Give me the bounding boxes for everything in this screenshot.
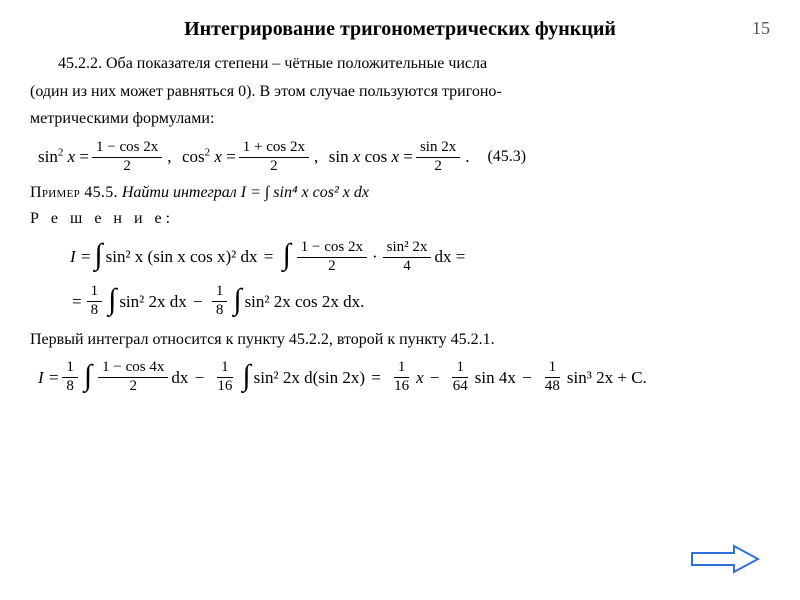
next-arrow-button[interactable] xyxy=(690,544,760,574)
frac-1-cos4x: 1 − cos 4x 2 xyxy=(98,360,168,395)
comma-2: , xyxy=(314,147,327,167)
integrand-1: sin² x (sin x cos x)² dx xyxy=(106,247,258,267)
frac-sin2-4: sin² 2x 4 xyxy=(383,240,432,275)
solution-line-1: I = ∫ sin² x (sin x cos x)² dx = ∫ 1 − c… xyxy=(70,240,770,275)
section-paragraph: 45.2.2. Оба показателя степени – чётные … xyxy=(30,53,770,75)
res-x: x xyxy=(416,368,424,388)
I-equals: I = xyxy=(70,247,91,267)
section-text-1: Оба показателя степени – чётные положите… xyxy=(106,55,487,72)
coef-1-8-b: 1 8 xyxy=(212,284,228,319)
example-line: Пример 45.5. Найти интеграл I = ∫ sin⁴ x… xyxy=(30,184,770,202)
sin2-lhs: sin2 x = xyxy=(38,147,89,167)
res-sin3-2x: sin³ 2x + C. xyxy=(567,368,647,388)
int-2: sin² 2x cos 2x dx. xyxy=(245,292,365,312)
comma-1: , xyxy=(167,147,180,167)
int-final-2: sin² 2x d(sin 2x) xyxy=(254,368,365,388)
coef-1-8-c: 1 8 xyxy=(62,360,78,395)
final-line: I = 1 8 ∫ 1 − cos 4x 2 dx − 1 16 ∫ sin² … xyxy=(38,360,770,395)
sin2-frac: 1 − cos 2x 2 xyxy=(92,140,162,175)
period: . xyxy=(465,147,469,167)
int-1: sin² 2x dx xyxy=(119,292,186,312)
dx: dx xyxy=(171,368,188,388)
res-1-48: 1 48 xyxy=(541,360,564,395)
section-text-2: (один из них может равняться 0). В этом … xyxy=(30,81,770,103)
cos2-lhs: cos2 x = xyxy=(182,147,236,167)
example-task: Найти интеграл I = ∫ sin⁴ x cos² x dx xyxy=(122,184,369,201)
res-1-64: 1 64 xyxy=(449,360,472,395)
header: Интегрирование тригонометрических функци… xyxy=(30,18,770,41)
dx-equals: dx = xyxy=(434,247,465,267)
formula-eqno: (45.3) xyxy=(487,148,526,166)
page-title: Интегрирование тригонометрических функци… xyxy=(184,18,616,41)
note-line: Первый интеграл относится к пункту 45.2.… xyxy=(30,329,770,351)
section-text-3: метрическими формулами: xyxy=(30,108,770,130)
solution-label: Р е ш е н и е: xyxy=(30,208,770,230)
prod-frac: sin 2x 2 xyxy=(416,140,460,175)
solution-line-2: = 1 8 ∫ sin² 2x dx − 1 8 ∫ sin² 2x cos 2… xyxy=(70,284,770,319)
res-sin4x: sin 4x xyxy=(475,368,516,388)
cos2-frac: 1 + cos 2x 2 xyxy=(239,140,309,175)
res-1-16: 1 16 xyxy=(390,360,413,395)
arrow-right-icon xyxy=(690,544,760,574)
prod-lhs: sin x cos x = xyxy=(329,147,413,167)
coef-1-8-a: 1 8 xyxy=(87,284,103,319)
example-label: Пример 45.5. xyxy=(30,184,118,201)
page-root: Интегрирование тригонометрических функци… xyxy=(0,0,800,395)
page-number: 15 xyxy=(752,18,770,39)
section-number: 45.2.2. xyxy=(58,55,102,72)
frac-1-cos2x: 1 − cos 2x 2 xyxy=(297,240,367,275)
formula-45-3: sin2 x = 1 − cos 2x 2 , cos2 x = 1 + cos… xyxy=(38,140,770,175)
coef-1-16: 1 16 xyxy=(213,360,236,395)
